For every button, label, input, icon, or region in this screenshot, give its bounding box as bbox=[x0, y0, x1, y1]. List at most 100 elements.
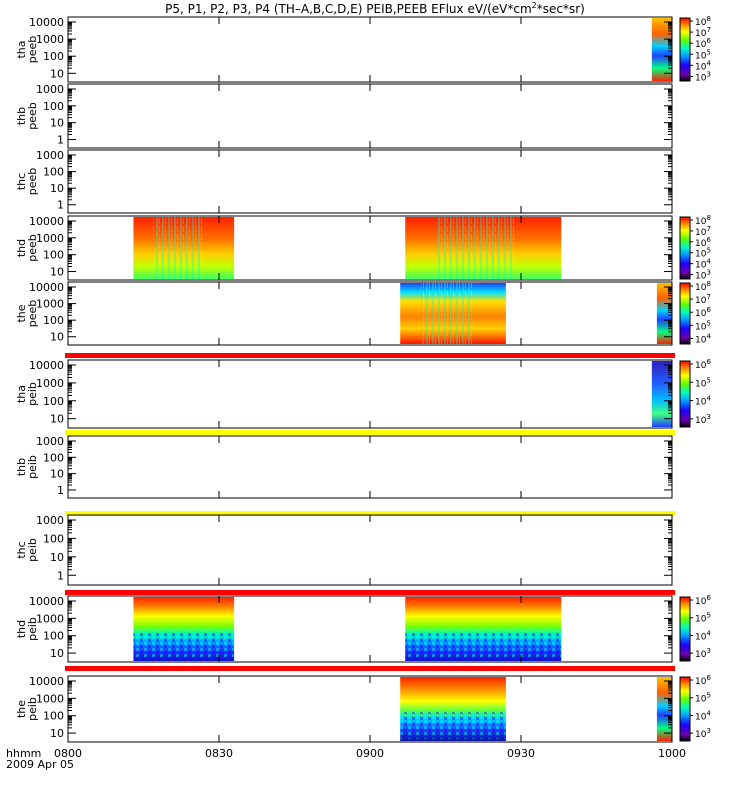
y-tick-label: 10000 bbox=[29, 675, 64, 688]
y-tick-label: 100 bbox=[43, 50, 64, 63]
colorbar-tick-label: 107 bbox=[695, 225, 711, 238]
time-axis-label: hhmm bbox=[6, 747, 41, 760]
probe-label: the bbox=[15, 700, 28, 718]
y-tick-label: 100 bbox=[43, 710, 64, 723]
colorbar-tick-label: 105 bbox=[695, 247, 711, 260]
colorbar-tick-label: 106 bbox=[695, 674, 711, 687]
colorbar-tick-label: 105 bbox=[695, 376, 711, 389]
probe-label: the bbox=[15, 304, 28, 322]
panels: 10000100010010thapeeb1081071061051041031… bbox=[15, 15, 711, 743]
y-tick-label: 1 bbox=[57, 569, 64, 582]
y-tick-label: 10 bbox=[50, 331, 64, 344]
instrument-label: peib bbox=[26, 455, 39, 479]
spectrogram-texture bbox=[421, 283, 475, 344]
panel-frame bbox=[67, 514, 673, 586]
spectrogram-texture bbox=[405, 632, 562, 659]
panel-frame bbox=[67, 359, 673, 429]
y-tick-label: 10 bbox=[50, 182, 64, 195]
x-tick-label: 1000 bbox=[658, 747, 686, 760]
colorbar-tick-label: 104 bbox=[695, 629, 711, 642]
chart-title: P5, P1, P2, P3, P4 (TH–A,B,C,D,E) PEIB,P… bbox=[165, 1, 585, 16]
colorbar bbox=[679, 676, 691, 742]
status-bar-red bbox=[65, 666, 675, 671]
y-tick-label: 10 bbox=[50, 67, 64, 80]
y-tick-label: 10000 bbox=[29, 215, 64, 228]
y-tick-label: 1000 bbox=[36, 298, 64, 311]
colorbar bbox=[679, 216, 691, 280]
status-bar-red bbox=[65, 353, 675, 358]
probe-label: thc bbox=[15, 541, 28, 558]
instrument-label: peib bbox=[26, 697, 39, 721]
y-tick-label: 10 bbox=[50, 413, 64, 426]
date-label: 2009 Apr 05 bbox=[6, 758, 74, 771]
colorbar-tick-label: 108 bbox=[695, 214, 711, 227]
instrument-label: peeb bbox=[26, 168, 39, 196]
colorbar-tick-label: 106 bbox=[695, 594, 711, 607]
y-tick-label: 100 bbox=[43, 532, 64, 545]
panel-frame bbox=[67, 16, 673, 83]
panel-frame bbox=[67, 281, 673, 346]
colorbar-tick-label: 103 bbox=[695, 70, 711, 83]
x-tick-label: 0830 bbox=[205, 747, 233, 760]
colorbar-tick-label: 108 bbox=[695, 15, 711, 28]
panel-frame bbox=[67, 675, 673, 743]
y-tick-label: 1 bbox=[57, 484, 64, 497]
spectrogram-texture bbox=[133, 632, 235, 659]
panel-frame bbox=[67, 83, 673, 149]
probe-label: thd bbox=[15, 620, 28, 638]
y-tick-label: 10 bbox=[50, 727, 64, 740]
colorbar-tick-label: 104 bbox=[695, 258, 711, 271]
instrument-label: peeb bbox=[26, 36, 39, 64]
y-tick-label: 10000 bbox=[29, 16, 64, 29]
y-tick-label: 1000 bbox=[36, 149, 64, 162]
y-tick-label: 100 bbox=[43, 166, 64, 179]
x-tick-label: 0930 bbox=[507, 747, 535, 760]
probe-label: thc bbox=[15, 173, 28, 190]
title-superscript: 2 bbox=[532, 1, 537, 10]
y-tick-label: 1 bbox=[57, 199, 64, 212]
colorbar-tick-label: 106 bbox=[695, 37, 711, 50]
instrument-label: peeb bbox=[26, 300, 39, 328]
y-tick-label: 100 bbox=[43, 395, 64, 408]
colorbar bbox=[679, 360, 691, 428]
colorbar-tick-label: 105 bbox=[695, 692, 711, 705]
y-tick-label: 10 bbox=[50, 266, 64, 279]
colorbar bbox=[679, 17, 691, 82]
colorbar-tick-label: 103 bbox=[695, 269, 711, 282]
colorbar-tick-label: 103 bbox=[695, 727, 711, 740]
spectrogram-texture bbox=[400, 712, 506, 739]
spectrogram-texture bbox=[436, 217, 515, 279]
instrument-label: peib bbox=[26, 382, 39, 406]
probe-label: tha bbox=[15, 40, 28, 58]
status-bar-yellow bbox=[65, 511, 675, 516]
colorbar-tick-label: 107 bbox=[695, 293, 711, 306]
probe-label: thd bbox=[15, 239, 28, 257]
colorbar-tick-label: 104 bbox=[695, 395, 711, 408]
probe-label: thb bbox=[15, 107, 28, 125]
y-tick-label: 10 bbox=[50, 468, 64, 481]
y-tick-label: 100 bbox=[43, 451, 64, 464]
panel-frame bbox=[67, 435, 673, 499]
colorbar-tick-label: 104 bbox=[695, 709, 711, 722]
panel-frame bbox=[67, 149, 673, 214]
y-tick-label: 10000 bbox=[29, 281, 64, 294]
spectrogram-block bbox=[651, 18, 672, 81]
instrument-label: peib bbox=[26, 538, 39, 562]
status-bar-yellow bbox=[65, 430, 675, 435]
y-tick-label: 100 bbox=[43, 630, 64, 643]
y-tick-label: 1000 bbox=[36, 692, 64, 705]
spectrogram-texture bbox=[153, 217, 204, 279]
y-tick-label: 1000 bbox=[36, 377, 64, 390]
y-tick-label: 10000 bbox=[29, 359, 64, 372]
probe-label: thb bbox=[15, 458, 28, 476]
colorbar-tick-label: 106 bbox=[695, 306, 711, 319]
colorbar-tick-label: 105 bbox=[695, 319, 711, 332]
